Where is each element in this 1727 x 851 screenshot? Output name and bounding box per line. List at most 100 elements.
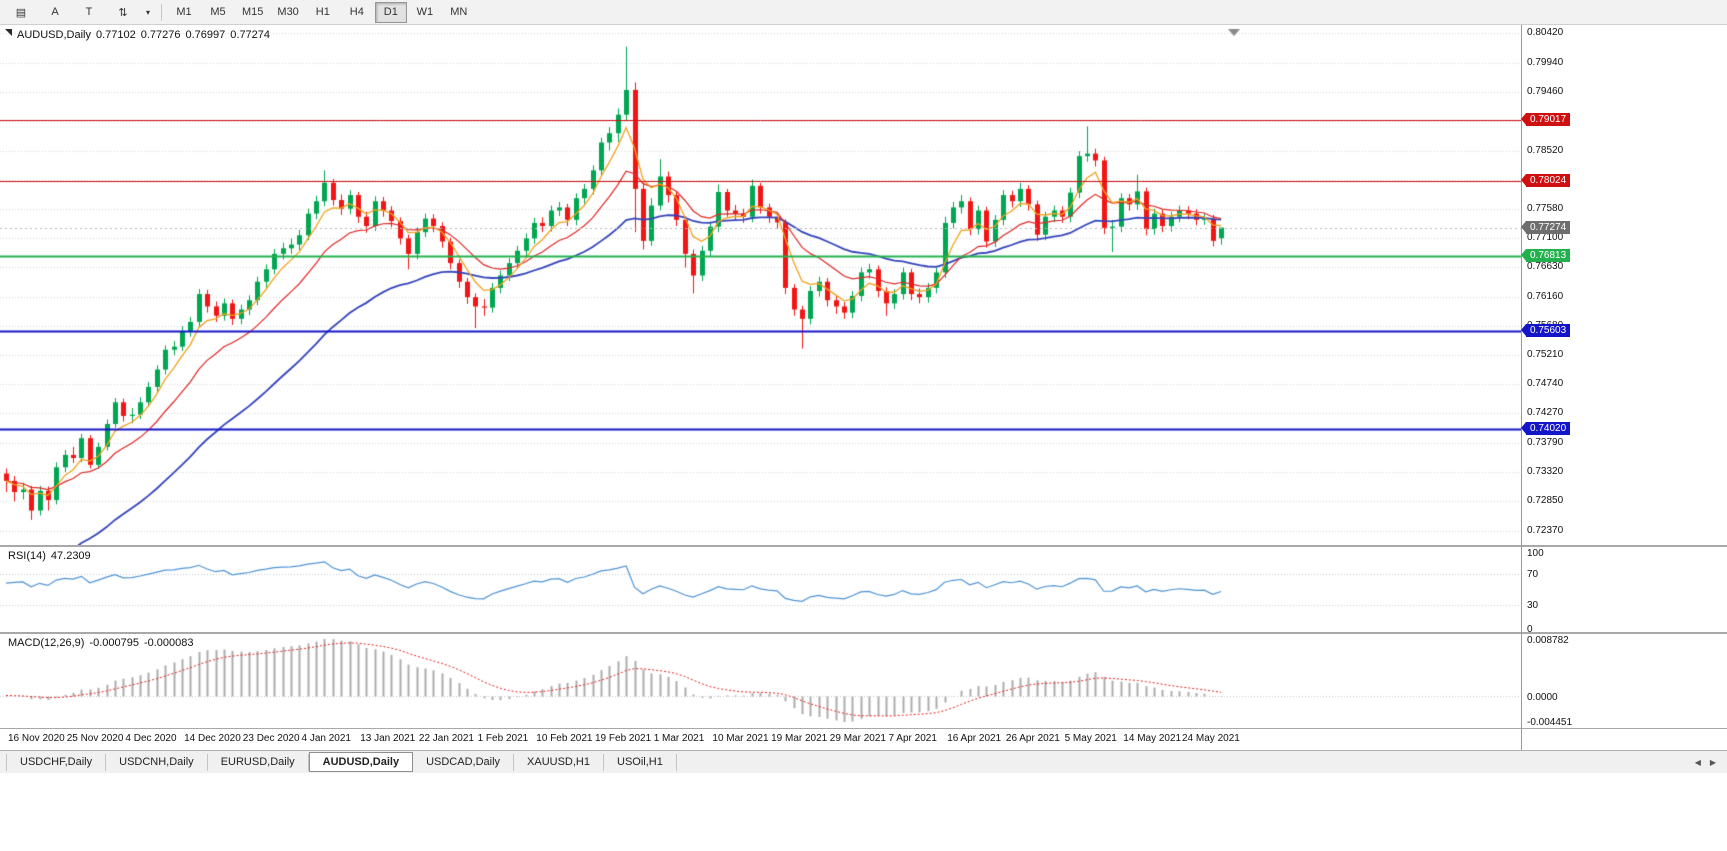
- time-axis-label: 26 Apr 2021: [1005, 733, 1060, 744]
- rsi-header: RSI(14) 47.2309: [8, 550, 96, 562]
- time-axis-label: 14 Dec 2020: [184, 733, 241, 744]
- timeframe-m1-button[interactable]: M1: [176, 6, 192, 18]
- chart-tab-bar: USDCHF,Daily USDCNH,Daily EURUSD,Daily AUDU…: [0, 750, 1727, 773]
- panel-splitter[interactable]: [0, 545, 1727, 547]
- price-axis-label: 0.76160: [1527, 290, 1564, 302]
- timeframe-w1-button[interactable]: W1: [416, 6, 434, 18]
- badge-arrow-icon: [1521, 323, 1526, 336]
- badge-price-text: 0.74020: [1530, 422, 1567, 434]
- panel-splitter[interactable]: [0, 632, 1727, 634]
- time-axis-label: 4 Dec 2020: [125, 733, 177, 744]
- time-axis-label: 4 Jan 2021: [301, 733, 352, 744]
- time-axis-label: 22 Jan 2021: [418, 733, 474, 744]
- price-line-badge: 0.74020: [1521, 421, 1571, 435]
- tab-scroll-buttons: ◀ ▶: [1692, 756, 1719, 769]
- badge-arrow-icon: [1521, 249, 1526, 262]
- chart-close-value: 0.77274: [230, 29, 271, 41]
- macd-axis-label: 0.008782: [1527, 635, 1569, 646]
- time-axis-label: 14 May 2021: [1123, 733, 1182, 744]
- chart-symbol-label: AUDUSD,Daily: [17, 29, 91, 41]
- time-axis-label: 10 Mar 2021: [712, 733, 769, 744]
- chart-tab-audusd-daily[interactable]: AUDUSD,Daily: [308, 752, 414, 772]
- price-line-badge: 0.75603: [1521, 323, 1571, 337]
- chart-tab-usoil-h1[interactable]: USOil,H1: [604, 753, 677, 771]
- price-axis-label: 0.80420: [1527, 27, 1564, 38]
- chart-ohlc-header: AUDUSD,Daily 0.77102 0.77276 0.76997 0.77274: [17, 29, 275, 41]
- rsi-panel-canvas[interactable]: [0, 547, 1521, 632]
- price-axis-label: 0.79940: [1527, 56, 1564, 68]
- price-axis-label: 0.79460: [1527, 86, 1564, 98]
- price-axis-label: 0.76630: [1527, 261, 1564, 273]
- rsi-axis-label: 100: [1527, 548, 1544, 559]
- time-axis-label: 19 Mar 2021: [771, 733, 828, 744]
- rsi-current-value: 47.2309: [50, 550, 91, 562]
- timeframe-h1-button[interactable]: H1: [315, 6, 330, 18]
- scale-tool-button[interactable]: ⇅: [118, 6, 128, 19]
- time-axis-label: 24 May 2021: [1182, 733, 1240, 744]
- tab-scroll-left-button[interactable]: ◀: [1694, 757, 1701, 767]
- time-axis-separator: [0, 728, 1727, 729]
- tools-dropdown-button[interactable]: ▾: [145, 7, 150, 17]
- badge-price-text: 0.78024: [1530, 175, 1567, 187]
- chart-open-value: 0.77102: [95, 29, 136, 41]
- badge-price-text: 0.77274: [1530, 221, 1567, 233]
- time-axis-label: 23 Dec 2020: [242, 733, 300, 744]
- macd-signal-value: -0.000083: [143, 637, 194, 649]
- badge-price-text: 0.79017: [1530, 113, 1567, 125]
- macd-axis-label: 0.0000: [1527, 691, 1558, 703]
- chart-tab-usdcad-daily[interactable]: USDCAD,Daily: [413, 753, 515, 771]
- current-price-badge: 0.77274: [1521, 220, 1571, 234]
- text-a-tool-button[interactable]: A: [51, 6, 59, 18]
- timeframe-mn-button[interactable]: MN: [450, 6, 468, 18]
- macd-panel-canvas[interactable]: [0, 634, 1521, 728]
- time-axis-label: 29 Mar 2021: [829, 733, 886, 744]
- price-axis-label: 0.72370: [1527, 525, 1564, 536]
- price-axis-label: 0.75210: [1527, 349, 1564, 361]
- macd-indicator-label: MACD(12,26,9): [8, 637, 85, 649]
- timeframe-m5-button[interactable]: M5: [210, 6, 226, 18]
- time-axis-label: 5 May 2021: [1064, 733, 1117, 744]
- tool-button-group: ▤ A T ⇅ ▾: [4, 2, 156, 23]
- chart-tab-xauusd-h1[interactable]: XAUUSD,H1: [514, 753, 604, 771]
- chart-high-value: 0.77276: [140, 29, 181, 41]
- time-axis-label: 1 Mar 2021: [653, 733, 705, 744]
- chart-tab-eurusd-daily[interactable]: EURUSD,Daily: [208, 753, 309, 771]
- price-chart-canvas[interactable]: [0, 25, 1521, 545]
- time-axis-label: 1 Feb 2021: [477, 733, 529, 744]
- timeframe-d1-button[interactable]: D1: [374, 1, 407, 23]
- price-line-badge: 0.78024: [1521, 174, 1571, 188]
- timeframe-button-group: M1 M5 M15 M30 H1 H4 D1 W1 MN: [167, 1, 476, 23]
- badge-arrow-icon: [1521, 421, 1526, 434]
- chart-corner-marker-icon: [5, 29, 12, 36]
- chart-tab-usdchf-daily[interactable]: USDCHF,Daily: [6, 753, 107, 771]
- timeframe-m30-button[interactable]: M30: [277, 6, 299, 18]
- time-axis-label: 25 Nov 2020: [66, 733, 124, 744]
- price-line-badge: 0.79017: [1521, 112, 1571, 126]
- time-axis-label: 10 Feb 2021: [536, 733, 593, 744]
- chart-tab-usdcnh-daily[interactable]: USDCNH,Daily: [106, 753, 208, 771]
- macd-main-value: -0.000795: [89, 637, 139, 649]
- rsi-axis-label: 30: [1527, 600, 1539, 612]
- toolbar-separator: [161, 3, 162, 21]
- price-axis-label: 0.77100: [1527, 232, 1564, 244]
- time-axis-label: 7 Apr 2021: [888, 733, 937, 744]
- macd-axis-label: -0.004451: [1527, 717, 1573, 728]
- rsi-axis-label: 0: [1527, 624, 1533, 635]
- tab-scroll-right-button[interactable]: ▶: [1709, 757, 1716, 767]
- price-axis-label: 0.73790: [1527, 437, 1564, 449]
- badge-price-text: 0.75603: [1530, 324, 1567, 336]
- time-axis-label: 13 Jan 2021: [360, 733, 416, 744]
- price-axis-label: 0.74740: [1527, 378, 1564, 390]
- chart-low-value: 0.76997: [185, 29, 226, 41]
- toolbar: ▤ A T ⇅ ▾ M1 M5 M15 M30 H1 H4 D1 W1 MN: [0, 0, 1727, 25]
- timeframe-h4-button[interactable]: H4: [349, 6, 364, 18]
- badge-arrow-icon: [1521, 112, 1526, 125]
- text-t-tool-button[interactable]: T: [85, 6, 93, 18]
- badge-arrow-icon: [1521, 174, 1526, 187]
- chart-window-button[interactable]: ▤: [15, 6, 27, 19]
- time-axis-label: 16 Nov 2020: [8, 733, 65, 744]
- time-axis-label: 16 Apr 2021: [947, 733, 1002, 744]
- timeframe-m15-button[interactable]: M15: [242, 6, 264, 18]
- rsi-axis-label: 70: [1527, 568, 1539, 580]
